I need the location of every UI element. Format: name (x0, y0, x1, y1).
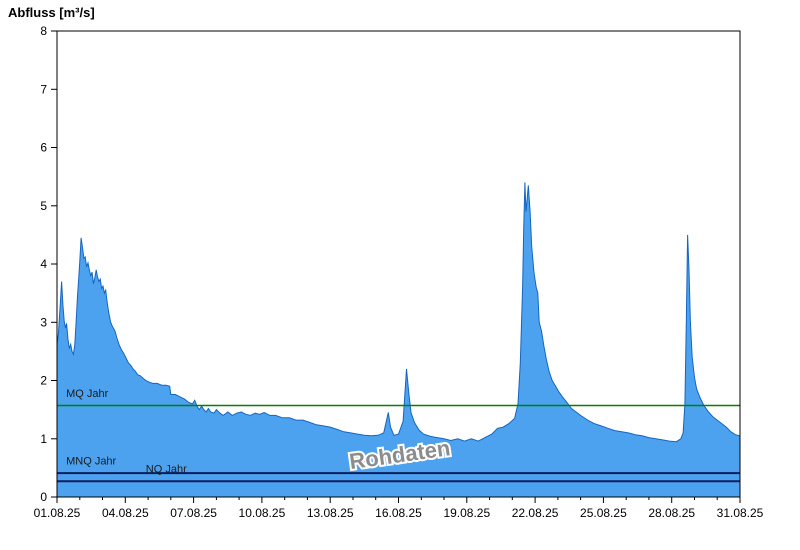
x-tick-label: 22.08.25 (512, 506, 559, 520)
y-tick-label: 3 (40, 315, 47, 329)
y-tick-label: 0 (40, 490, 47, 504)
discharge-area (57, 182, 740, 497)
mq-jahr-label: MQ Jahr (66, 388, 109, 400)
y-tick-label: 8 (40, 24, 47, 38)
mnq-jahr-label: MNQ Jahr (66, 455, 116, 467)
y-tick-label: 5 (40, 199, 47, 213)
x-tick-label: 01.08.25 (34, 506, 81, 520)
x-tick-label: 10.08.25 (239, 506, 286, 520)
x-tick-label: 25.08.25 (580, 506, 627, 520)
x-tick-label: 04.08.25 (102, 506, 149, 520)
y-tick-label: 6 (40, 141, 47, 155)
nq-jahr-label: NQ Jahr (146, 464, 187, 476)
x-tick-label: 31.08.25 (717, 506, 764, 520)
y-tick-label: 1 (40, 432, 47, 446)
x-tick-label: 28.08.25 (648, 506, 695, 520)
x-tick-label: 19.08.25 (443, 506, 490, 520)
y-tick-label: 4 (40, 257, 47, 271)
x-tick-label: 13.08.25 (307, 506, 354, 520)
y-tick-label: 7 (40, 82, 47, 96)
discharge-line (56, 182, 741, 443)
y-axis-title: Abfluss [m³/s] (8, 5, 95, 20)
x-tick-label: 16.08.25 (375, 506, 422, 520)
y-tick-label: 2 (40, 374, 47, 388)
x-tick-label: 07.08.25 (170, 506, 217, 520)
